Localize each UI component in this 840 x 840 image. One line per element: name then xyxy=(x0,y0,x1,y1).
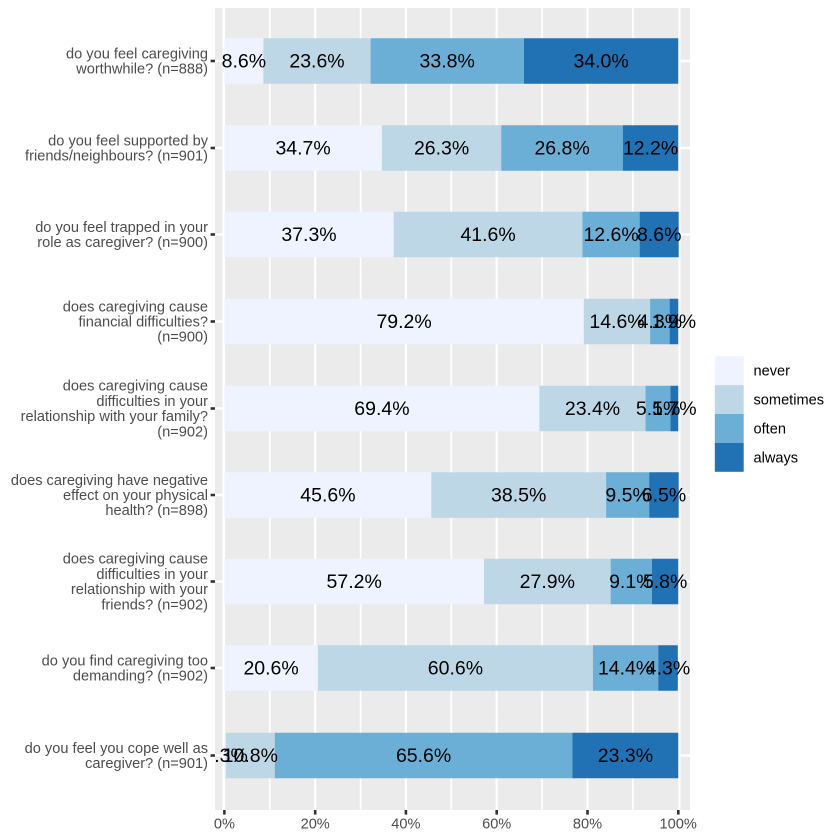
svg-text:do you feel trapped in your: do you feel trapped in your xyxy=(35,220,208,236)
svg-text:69.4%: 69.4% xyxy=(354,398,409,420)
svg-text:always: always xyxy=(754,450,799,466)
svg-text:does caregiving cause: does caregiving cause xyxy=(63,552,208,568)
svg-text:does caregiving have negative: does caregiving have negative xyxy=(11,473,208,489)
svg-text:100%: 100% xyxy=(660,816,697,832)
svg-text:20.6%: 20.6% xyxy=(243,658,298,680)
svg-text:4.3%: 4.3% xyxy=(638,311,682,333)
svg-text:health? (n=898): health? (n=898) xyxy=(105,503,208,519)
svg-text:12.6%: 12.6% xyxy=(583,224,638,246)
svg-text:45.6%: 45.6% xyxy=(300,485,355,507)
svg-text:do you feel you cope well as: do you feel you cope well as xyxy=(25,741,208,757)
svg-text:do you feel supported by: do you feel supported by xyxy=(48,133,209,149)
svg-text:demanding? (n=902): demanding? (n=902) xyxy=(73,669,208,685)
svg-text:9.5%: 9.5% xyxy=(605,485,649,507)
svg-text:33.8%: 33.8% xyxy=(420,51,475,73)
svg-text:(n=902): (n=902) xyxy=(157,424,208,440)
svg-text:20%: 20% xyxy=(301,816,330,832)
svg-text:14.4%: 14.4% xyxy=(598,658,653,680)
svg-text:37.3%: 37.3% xyxy=(281,224,336,246)
svg-text:34.7%: 34.7% xyxy=(275,138,330,160)
svg-text:friends? (n=902): friends? (n=902) xyxy=(101,597,208,613)
svg-text:difficulties in your: difficulties in your xyxy=(96,567,208,583)
svg-text:4.3%: 4.3% xyxy=(646,658,690,680)
svg-text:27.9%: 27.9% xyxy=(520,571,575,593)
svg-text:6.5%: 6.5% xyxy=(642,485,686,507)
svg-text:8.6%: 8.6% xyxy=(637,224,681,246)
svg-text:relationship with your family?: relationship with your family? xyxy=(21,409,208,425)
svg-text:(n=900): (n=900) xyxy=(157,330,208,346)
svg-text:23.6%: 23.6% xyxy=(289,51,344,73)
svg-text:26.8%: 26.8% xyxy=(534,138,589,160)
svg-text:65.6%: 65.6% xyxy=(396,745,451,767)
svg-text:23.4%: 23.4% xyxy=(565,398,620,420)
svg-text:60.6%: 60.6% xyxy=(428,658,483,680)
svg-text:5.5%: 5.5% xyxy=(636,398,680,420)
svg-text:14.6%: 14.6% xyxy=(589,311,644,333)
svg-text:40%: 40% xyxy=(391,816,420,832)
svg-text:.3%: .3% xyxy=(214,745,248,767)
svg-text:relationship with your: relationship with your xyxy=(71,582,208,598)
svg-text:10.8%: 10.8% xyxy=(223,745,278,767)
svg-text:57.2%: 57.2% xyxy=(327,571,382,593)
svg-text:41.6%: 41.6% xyxy=(460,224,515,246)
svg-text:difficulties in your: difficulties in your xyxy=(96,394,208,410)
svg-text:often: often xyxy=(754,421,786,437)
svg-text:60%: 60% xyxy=(482,816,511,832)
svg-text:9.1%: 9.1% xyxy=(609,571,653,593)
svg-text:does caregiving cause: does caregiving cause xyxy=(63,299,208,315)
svg-text:1.7%: 1.7% xyxy=(652,398,696,420)
svg-text:26.3%: 26.3% xyxy=(414,138,469,160)
svg-text:0%: 0% xyxy=(214,816,235,832)
svg-text:friends/neighbours? (n=901): friends/neighbours? (n=901) xyxy=(25,149,208,165)
svg-text:80%: 80% xyxy=(573,816,602,832)
svg-text:12.2%: 12.2% xyxy=(623,138,678,160)
svg-text:do you feel caregiving: do you feel caregiving xyxy=(66,46,208,62)
svg-text:caregiver? (n=901): caregiver? (n=901) xyxy=(85,756,208,772)
svg-text:never: never xyxy=(754,364,791,380)
svg-text:1.9%: 1.9% xyxy=(652,311,696,333)
svg-text:38.5%: 38.5% xyxy=(491,485,546,507)
svg-text:do you find caregiving too: do you find caregiving too xyxy=(42,653,208,669)
svg-text:34.0%: 34.0% xyxy=(573,51,628,73)
svg-text:8.6%: 8.6% xyxy=(222,51,266,73)
svg-text:23.3%: 23.3% xyxy=(598,745,653,767)
svg-text:worthwhile? (n=888): worthwhile? (n=888) xyxy=(75,62,208,78)
svg-text:financial difficulties?: financial difficulties? xyxy=(78,315,208,331)
svg-text:does caregiving cause: does caregiving cause xyxy=(63,379,208,395)
svg-text:5.8%: 5.8% xyxy=(643,571,687,593)
svg-text:effect on your physical: effect on your physical xyxy=(63,488,208,504)
svg-text:79.2%: 79.2% xyxy=(376,311,431,333)
svg-text:role as caregiver? (n=900): role as caregiver? (n=900) xyxy=(37,235,208,251)
svg-text:sometimes: sometimes xyxy=(754,393,825,409)
